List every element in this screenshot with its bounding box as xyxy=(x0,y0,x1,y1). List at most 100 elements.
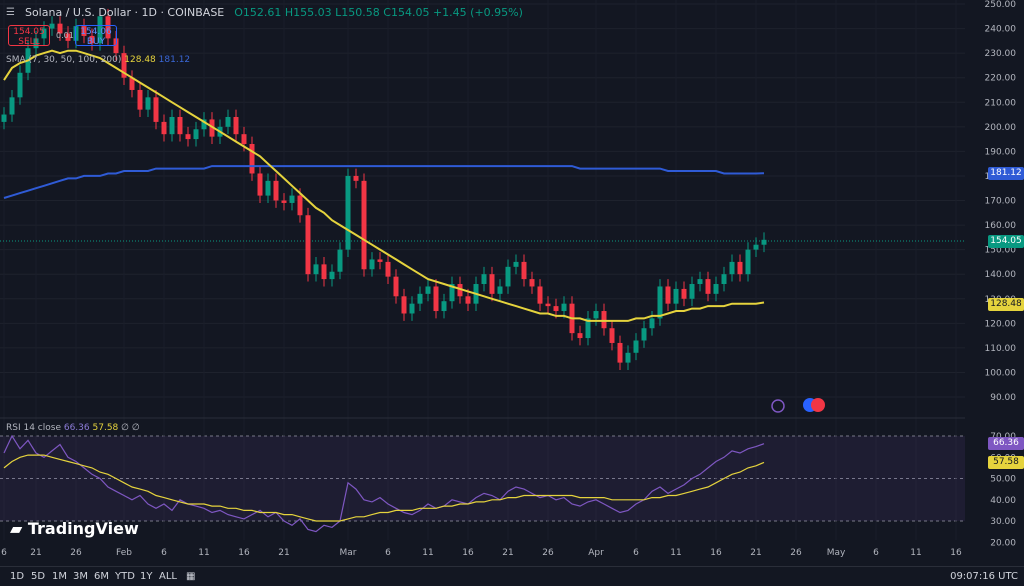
candles xyxy=(1,8,767,370)
sma-label: SMA (7, 30, 50, 100, 200) xyxy=(6,55,122,65)
x-tick-21: 21 xyxy=(502,548,513,558)
candle-body-63 xyxy=(505,266,511,287)
candle-body-66 xyxy=(529,279,535,287)
candle-body-9 xyxy=(73,26,79,41)
candle-body-22 xyxy=(177,116,183,135)
candle-body-67 xyxy=(537,286,543,304)
candle-body-35 xyxy=(281,200,287,203)
candle-body-85 xyxy=(681,288,687,299)
sell-button[interactable]: 154.05 SELL xyxy=(8,25,50,47)
candle-body-0 xyxy=(1,114,7,122)
chart-header: ☰ Solana / U.S. Dollar · 1D · COINBASE O… xyxy=(6,6,523,19)
x-tick-21: 21 xyxy=(30,548,41,558)
candle-body-48 xyxy=(385,261,391,277)
tf-6m[interactable]: 6M xyxy=(94,571,109,582)
candle-body-36 xyxy=(289,195,295,203)
price-tick-140: 140.00 xyxy=(985,270,1017,280)
candle-body-17 xyxy=(137,89,143,110)
sma200-line xyxy=(3,165,765,199)
x-tick-Apr: Apr xyxy=(588,548,604,558)
tf-ytd[interactable]: YTD xyxy=(115,571,135,582)
symbol-title[interactable]: Solana / U.S. Dollar · 1D · COINBASE xyxy=(24,6,225,19)
candle-body-88 xyxy=(705,279,711,294)
price-tick-120: 120.00 xyxy=(985,319,1017,329)
rsi-value: 66.36 xyxy=(63,423,90,433)
candle-body-64 xyxy=(513,261,519,267)
candle-body-5 xyxy=(41,28,47,39)
candle-body-2 xyxy=(17,72,23,98)
tf-5d[interactable]: 5D xyxy=(31,571,46,582)
candle-body-32 xyxy=(257,173,263,196)
x-tick-16: 16 xyxy=(238,548,250,558)
tf-1m[interactable]: 1M xyxy=(52,571,67,582)
candle-body-39 xyxy=(313,264,319,275)
x-tick-6: 6 xyxy=(633,548,639,558)
candle-body-81 xyxy=(649,318,655,329)
candle-body-43 xyxy=(345,175,351,250)
menu-icon[interactable]: ☰ xyxy=(6,7,15,18)
candle-body-12 xyxy=(97,16,103,44)
lightning-icon[interactable] xyxy=(771,399,785,413)
sma-legend[interactable]: SMA (7, 30, 50, 100, 200) 128.48 181.12 xyxy=(6,55,190,65)
price-tick-100: 100.00 xyxy=(985,368,1017,378)
candle-body-69 xyxy=(553,306,559,312)
candle-body-6 xyxy=(49,23,55,29)
tf-all[interactable]: ALL xyxy=(159,571,177,582)
rsi-sma-badge: 57.58 xyxy=(988,456,1024,469)
tradingview-logo[interactable]: ▰ TradingView xyxy=(10,519,139,538)
candle-body-56 xyxy=(449,284,455,302)
candle-body-37 xyxy=(297,195,303,216)
candle-body-51 xyxy=(409,303,415,314)
candle-body-16 xyxy=(129,77,135,90)
calendar-icon[interactable]: ▦ xyxy=(186,571,196,582)
event-icons[interactable] xyxy=(771,398,825,413)
candle-body-11 xyxy=(89,35,95,44)
candle-body-75 xyxy=(601,311,607,329)
rsi-legend[interactable]: RSI 14 close 66.36 57.58 ∅ ∅ xyxy=(6,423,140,433)
candle-body-60 xyxy=(481,274,487,285)
candle-body-95 xyxy=(761,239,767,245)
price-tick-240: 240.00 xyxy=(985,25,1017,35)
candle-body-31 xyxy=(249,144,255,174)
candle-body-70 xyxy=(561,303,567,312)
candle-body-26 xyxy=(209,119,215,137)
utc-clock[interactable]: 09:07:16 UTC xyxy=(950,571,1018,582)
x-tick-May: May xyxy=(827,548,846,558)
candle-body-84 xyxy=(673,288,679,304)
candle-body-76 xyxy=(609,328,615,343)
candle-body-83 xyxy=(665,286,671,304)
flag-icon-2[interactable] xyxy=(811,398,825,412)
rsi-sma-value: 57.58 xyxy=(92,423,119,433)
rsi-sma-line xyxy=(3,454,765,522)
candle-body-7 xyxy=(57,23,63,34)
x-tick-16: 16 xyxy=(462,548,474,558)
x-tick-11: 11 xyxy=(910,548,921,558)
candle-body-61 xyxy=(489,274,495,294)
candle-body-34 xyxy=(273,180,279,201)
tf-1y[interactable]: 1Y xyxy=(140,571,153,582)
candle-body-68 xyxy=(545,303,551,307)
candle-body-33 xyxy=(265,180,271,196)
candle-body-38 xyxy=(305,215,311,275)
tf-1d[interactable]: 1D xyxy=(10,571,25,582)
price-tick-170: 170.00 xyxy=(985,197,1017,207)
candle-body-44 xyxy=(353,175,359,181)
candle-body-73 xyxy=(585,318,591,339)
tf-3m[interactable]: 3M xyxy=(73,571,88,582)
buy-label: BUY xyxy=(86,37,106,47)
x-tick-6: 6 xyxy=(1,548,7,558)
candle-body-28 xyxy=(225,116,231,127)
candle-body-24 xyxy=(193,129,199,140)
rsi-tick-50: 50.00 xyxy=(990,475,1016,485)
sma50-line xyxy=(3,49,765,322)
price-tick-210: 210.00 xyxy=(985,98,1017,108)
candle-body-72 xyxy=(577,333,583,339)
x-tick-Mar: Mar xyxy=(340,548,357,558)
candle-body-65 xyxy=(521,261,527,280)
buy-button[interactable]: 154.06 BUY xyxy=(75,25,117,47)
bottom-toolbar: 1D 5D 1M 3M 6M YTD 1Y ALL ▦ 09:07:16 UTC xyxy=(0,566,1024,586)
candle-body-57 xyxy=(457,284,463,297)
candle-body-30 xyxy=(241,134,247,145)
sma200-badge: 181.12 xyxy=(988,167,1024,180)
